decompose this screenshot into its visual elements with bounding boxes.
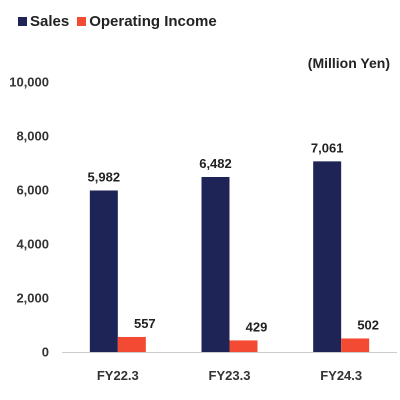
legend-swatch-sales	[18, 17, 27, 26]
bar-operating-income	[341, 338, 370, 352]
data-label-sales: 5,982	[88, 169, 121, 184]
legend-item-operating-income: Operating Income	[77, 13, 217, 30]
legend-item-sales: Sales	[18, 13, 69, 30]
data-label-sales: 7,061	[311, 140, 344, 155]
legend-label-operating-income: Operating Income	[89, 13, 217, 30]
data-label-sales: 6,482	[199, 156, 232, 171]
bar-operating-income	[117, 336, 146, 352]
legend-label-sales: Sales	[30, 13, 70, 30]
chart-legend: Sales Operating Income	[18, 13, 225, 30]
x-tick-label: FY23.3	[209, 368, 251, 383]
bar-sales	[89, 190, 118, 352]
bar-sales	[313, 161, 342, 352]
y-tick-label: 8,000	[16, 129, 49, 144]
data-label-operating-income: 557	[134, 316, 156, 331]
y-tick-label: 4,000	[16, 237, 49, 252]
x-tick-label: FY24.3	[320, 368, 362, 383]
y-tick-label: 2,000	[16, 291, 49, 306]
y-tick-label: 10,000	[9, 75, 49, 90]
y-tick-label: 0	[42, 345, 49, 360]
x-tick-label: FY22.3	[97, 368, 139, 383]
y-tick-label: 6,000	[16, 183, 49, 198]
bar-operating-income	[229, 340, 258, 352]
data-label-operating-income: 502	[357, 317, 379, 332]
data-label-operating-income: 429	[246, 319, 268, 334]
legend-swatch-operating-income	[77, 17, 87, 26]
bar-sales	[201, 176, 230, 352]
unit-label: (Million Yen)	[307, 55, 390, 71]
